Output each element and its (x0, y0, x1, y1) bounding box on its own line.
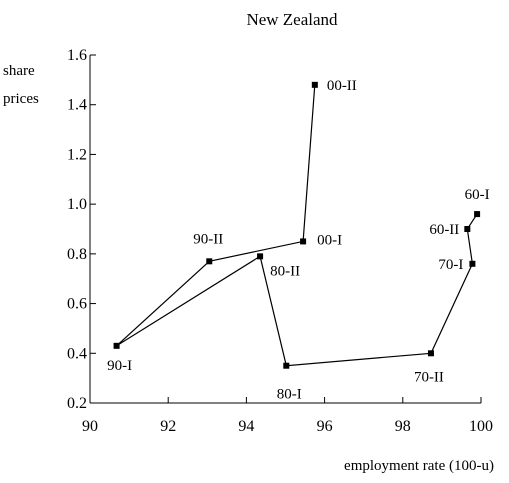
series-line (116, 84, 478, 367)
data-point (469, 260, 476, 267)
point-label: 60-I (465, 187, 490, 203)
data-point (206, 258, 213, 265)
x-tick-label: 94 (238, 418, 254, 435)
x-ticks: 90 92 94 96 98 100 (82, 397, 493, 435)
x-axis-label: employment rate (100-u) (344, 458, 494, 474)
point-label: 60-II (429, 222, 459, 238)
data-point (311, 81, 318, 88)
point-label: 80-II (270, 263, 300, 279)
point-labels: 60-I 60-II 70-I 70-II 80-I 80-II 90-I 90-II 00-I… (107, 78, 490, 403)
point-label: 00-II (327, 78, 357, 94)
point-label: 80-I (277, 387, 302, 403)
chart-title: New Zealand (246, 10, 338, 29)
axes (89, 55, 481, 404)
point-label: 90-I (107, 358, 132, 374)
y-tick-label: 1.2 (67, 146, 87, 163)
x-tick-label: 96 (317, 418, 333, 435)
y-tick-label: 1.6 (67, 47, 87, 64)
data-point (300, 238, 307, 245)
y-tick-label: 0.4 (67, 345, 87, 362)
data-point (283, 362, 290, 369)
data-point (464, 226, 471, 232)
point-label: 70-II (414, 369, 444, 385)
series (113, 81, 481, 369)
data-point (113, 342, 120, 349)
y-tick-label: 0.6 (67, 296, 87, 313)
point-label: 90-II (193, 231, 223, 247)
x-tick-label: 100 (469, 418, 493, 435)
point-label: 00-I (317, 232, 342, 248)
point-label: 70-I (438, 257, 463, 273)
y-tick-label: 1.0 (67, 196, 87, 213)
x-tick-label: 98 (395, 418, 411, 435)
y-tick-label: 1.4 (67, 97, 87, 114)
y-ticks: 0.2 0.4 0.6 0.8 1.0 1.2 1.4 1.6 (67, 47, 96, 412)
y-tick-label: 0.2 (67, 395, 87, 412)
x-tick-label: 92 (160, 418, 176, 435)
data-point (474, 211, 481, 218)
y-axis-label-line1: share (3, 63, 35, 79)
y-tick-label: 0.8 (67, 246, 87, 263)
data-point (427, 350, 434, 357)
y-axis-label-line2: prices (3, 91, 39, 107)
data-point (257, 253, 264, 260)
x-tick-label: 90 (82, 418, 98, 435)
